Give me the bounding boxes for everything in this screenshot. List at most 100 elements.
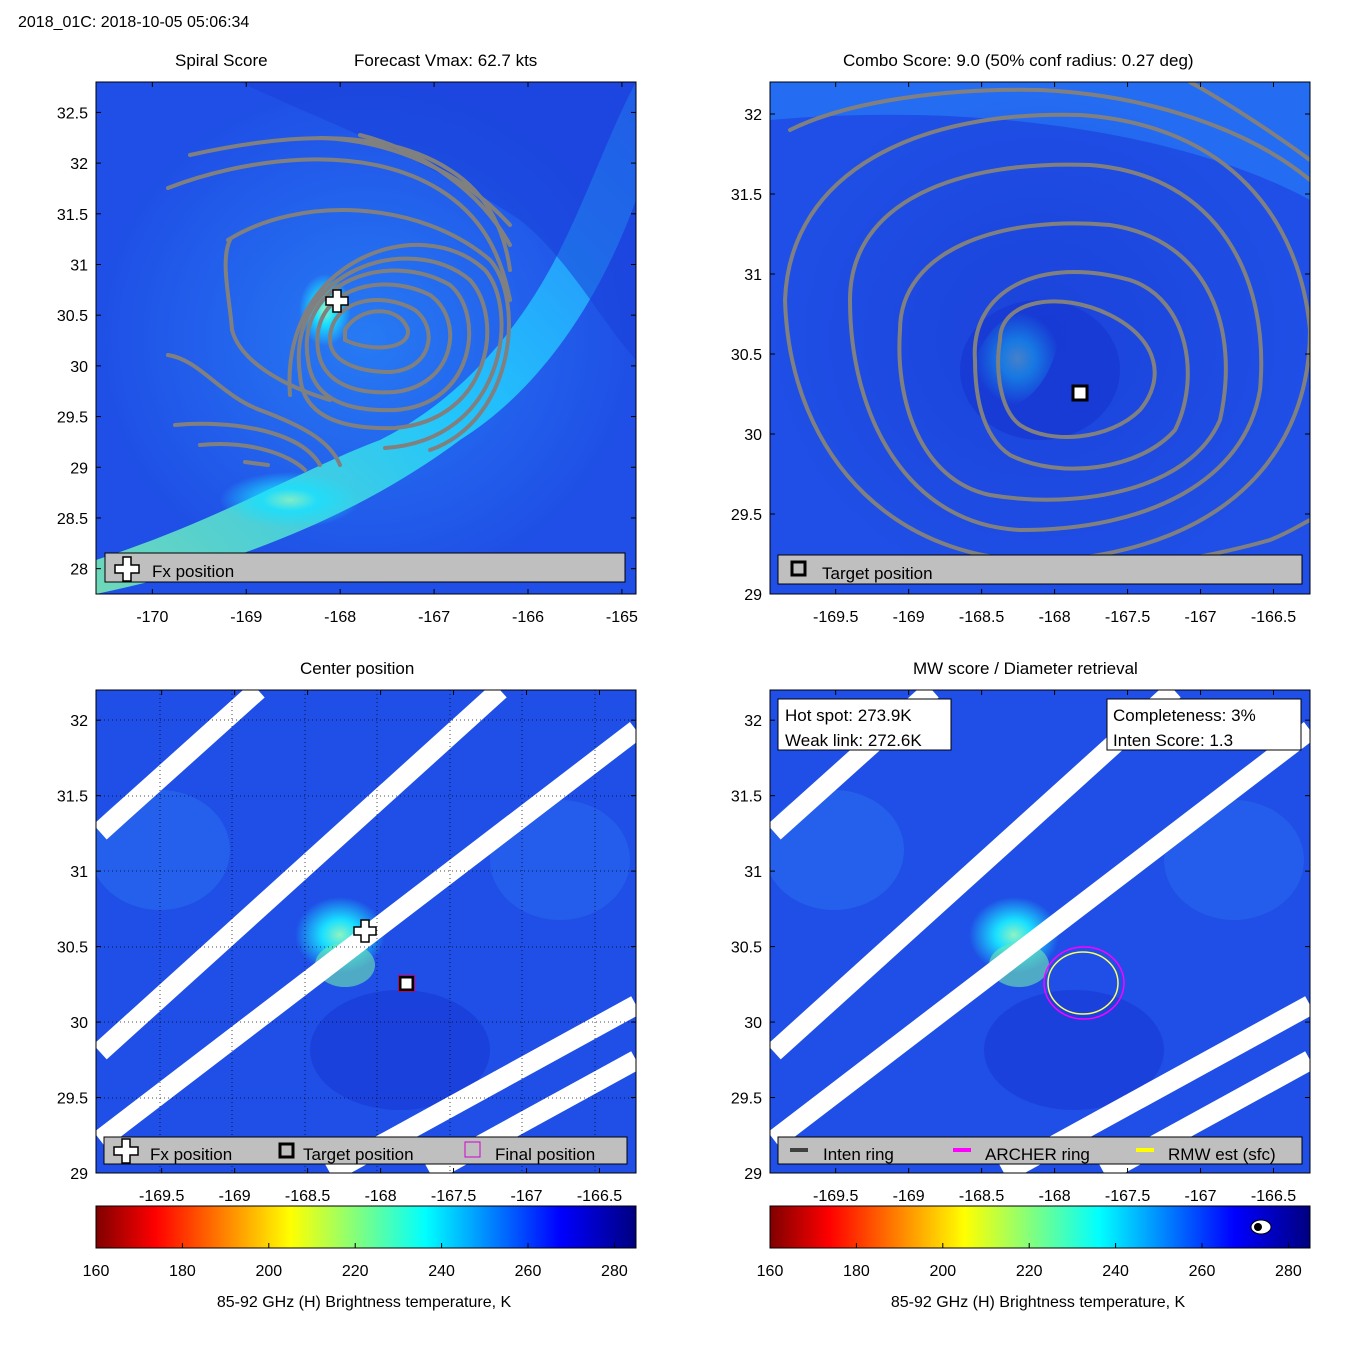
colorbar-left-label: 85-92 GHz (H) Brightness temperature, K <box>217 1294 512 1311</box>
plus-marker-icon <box>113 1138 139 1164</box>
spiral-contours <box>166 133 512 472</box>
center-gridlines <box>96 690 636 1173</box>
y-tick-label: 31 <box>744 864 762 881</box>
mw-title: MW score / Diameter retrieval <box>913 659 1138 678</box>
hot-spot-text: Hot spot: 273.9K <box>785 706 912 725</box>
y-tick-label: 29 <box>70 460 88 477</box>
x-tick-label: -169.5 <box>813 609 858 626</box>
figure-suptitle: 2018_01C: 2018-10-05 05:06:34 <box>18 14 249 31</box>
combo-legend-label: Target position <box>822 564 933 583</box>
colorbar-tick-label: 180 <box>843 1263 870 1280</box>
mw-info-box-right: Completeness: 3% Inten Score: 1.3 <box>1106 698 1302 751</box>
colorbar-tick-label: 160 <box>757 1263 784 1280</box>
y-tick-label: 30.5 <box>731 940 762 957</box>
y-tick-label: 29.5 <box>731 507 762 524</box>
center-x-axis: -169.5 -169 -168.5 -168 -167.5 -167 -166.5 <box>139 690 622 1205</box>
y-tick-label: 29 <box>70 1166 88 1183</box>
spiral-legend: Fx position <box>104 552 626 583</box>
colorbar-right-ticks: 160 180 200 220 240 260 280 <box>757 1243 1302 1280</box>
square-marker-icon <box>278 1142 295 1159</box>
mw-score-panel: MW score / Diameter retrieval Hot spot: … <box>731 659 1311 1205</box>
y-tick-label: 28.5 <box>57 511 88 528</box>
x-tick-label: -166.5 <box>577 1188 622 1205</box>
y-tick-label: 31 <box>70 864 88 881</box>
combo-score-panel: Combo Score: 9.0 (50% conf radius: 0.27 … <box>731 51 1311 626</box>
spiral-y-axis: 28 28.5 29 29.5 30 30.5 31 31.5 32 32.5 <box>57 105 636 579</box>
colorbar-right: 160 180 200 220 240 260 280 85-92 GHz (H) Brig… <box>757 1205 1311 1311</box>
x-tick-label: -168.5 <box>959 1188 1004 1205</box>
y-tick-label: 32.5 <box>57 105 88 122</box>
y-tick-label: 29.5 <box>57 1091 88 1108</box>
center-fx-marker <box>353 919 377 943</box>
combo-y-axis: 29 29.5 30 30.5 31 31.5 32 <box>731 107 1310 604</box>
y-tick-label: 31 <box>70 257 88 274</box>
y-tick-label: 29.5 <box>57 410 88 427</box>
combo-target-marker <box>1071 384 1089 402</box>
center-target-marker <box>398 975 415 992</box>
plus-marker-icon <box>114 556 140 582</box>
x-tick-label: -169 <box>893 609 925 626</box>
combo-legend: Target position <box>777 554 1303 585</box>
mw-legend-label-rmw: RMW est (sfc) <box>1168 1145 1276 1164</box>
x-tick-label: -168 <box>1039 1188 1071 1205</box>
y-tick-label: 32 <box>70 713 88 730</box>
x-tick-label: -167 <box>511 1188 543 1205</box>
y-tick-label: 30 <box>70 1015 88 1032</box>
y-tick-label: 29 <box>744 1166 762 1183</box>
colorbar-tick-label: 280 <box>601 1263 628 1280</box>
colorbar-tick-label: 180 <box>169 1263 196 1280</box>
x-tick-label: -168 <box>1039 609 1071 626</box>
y-tick-label: 31.5 <box>57 789 88 806</box>
y-tick-label: 31.5 <box>731 789 762 806</box>
inten-score-text: Inten Score: 1.3 <box>1113 731 1233 750</box>
colorbar-tick-label: 200 <box>255 1263 282 1280</box>
y-tick-label: 30 <box>70 359 88 376</box>
colorbar-tick-label: 220 <box>342 1263 369 1280</box>
colorbar-tick-label: 240 <box>1102 1263 1129 1280</box>
y-tick-label: 31.5 <box>731 187 762 204</box>
colorbar-tick-label: 260 <box>515 1263 542 1280</box>
x-tick-label: -169 <box>893 1188 925 1205</box>
mw-legend-label-archer: ARCHER ring <box>985 1145 1090 1164</box>
x-tick-label: -169 <box>219 1188 251 1205</box>
mw-legend-label-inten: Inten ring <box>823 1145 894 1164</box>
x-tick-label: -170 <box>136 609 168 626</box>
y-tick-label: 32 <box>744 713 762 730</box>
y-tick-label: 29.5 <box>731 1091 762 1108</box>
x-tick-label: -167 <box>1185 1188 1217 1205</box>
x-tick-label: -169 <box>230 609 262 626</box>
x-tick-label: -168 <box>324 609 356 626</box>
archer-ring <box>1043 946 1125 1020</box>
colorbar-left: 160 180 200 220 240 260 280 85-92 GHz (H) Brig… <box>83 1205 637 1311</box>
mw-legend: Inten ring ARCHER ring RMW est (sfc) <box>777 1136 1303 1165</box>
y-tick-label: 32 <box>70 156 88 173</box>
x-tick-label: -166 <box>512 609 544 626</box>
y-tick-label: 29 <box>744 587 762 604</box>
center-legend: Fx position Target position Final positi… <box>103 1136 628 1165</box>
magenta-square-icon <box>464 1141 481 1158</box>
center-position-panel: Center position <box>57 659 637 1205</box>
x-tick-label: -167 <box>418 609 450 626</box>
spiral-forecast-vmax: Forecast Vmax: 62.7 kts <box>354 51 537 70</box>
x-tick-label: -169.5 <box>139 1188 184 1205</box>
spiral-field <box>96 82 636 594</box>
center-legend-label-target: Target position <box>303 1145 414 1164</box>
center-legend-label-final: Final position <box>495 1145 595 1164</box>
square-marker-icon <box>790 560 807 577</box>
combo-title: Combo Score: 9.0 (50% conf radius: 0.27 … <box>843 51 1194 70</box>
x-tick-label: -168.5 <box>959 609 1004 626</box>
colorbar-tick-label: 280 <box>1275 1263 1302 1280</box>
spiral-x-axis: -170 -169 -168 -167 -166 -165 <box>136 82 638 626</box>
weak-link-text: Weak link: 272.6K <box>785 731 922 750</box>
spiral-legend-label: Fx position <box>152 562 234 581</box>
colorbar-left-ramp <box>95 1205 637 1249</box>
spiral-score-panel: Spiral Score Forecast Vmax: 62.7 kts <box>57 51 638 626</box>
y-tick-label: 28 <box>70 562 88 579</box>
y-tick-label: 30.5 <box>57 308 88 325</box>
x-tick-label: -167.5 <box>1105 609 1150 626</box>
center-legend-label-fx: Fx position <box>150 1145 232 1164</box>
y-tick-label: 30 <box>744 1015 762 1032</box>
center-title: Center position <box>300 659 414 678</box>
colorbar-tick-label: 200 <box>929 1263 956 1280</box>
